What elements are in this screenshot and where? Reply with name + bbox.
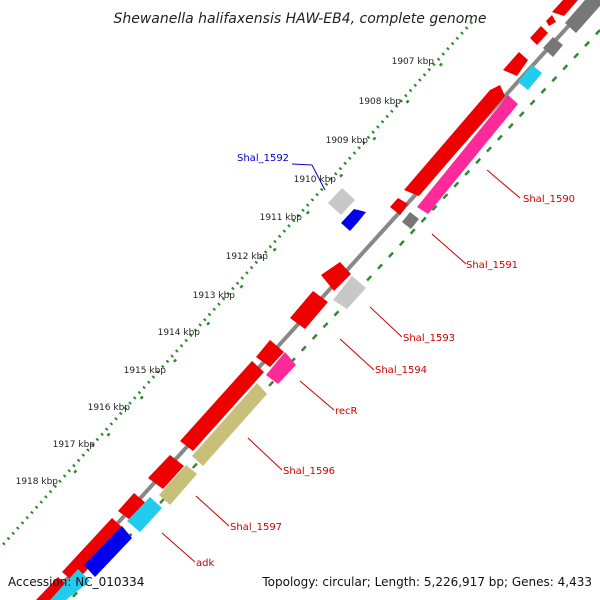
leader-line (299, 380, 335, 411)
gene-feature-shal-1597[interactable] (159, 465, 197, 505)
gene-feature[interactable] (118, 493, 148, 522)
gene-feature-shal-1593[interactable] (321, 262, 351, 291)
tick-mark (405, 99, 410, 104)
tick-mark (272, 247, 277, 252)
gene-label-shal-1596[interactable]: Shal_1596 (283, 466, 335, 477)
gene-label-adk[interactable]: adk (196, 558, 214, 569)
tick-label: 1917 kbp (53, 440, 96, 450)
tick-mark (372, 136, 377, 141)
tick-label: 1910 kbp (294, 175, 337, 185)
gene-feature-shal-1591[interactable] (417, 95, 518, 214)
leader-line (311, 164, 326, 191)
gene-feature[interactable] (148, 455, 184, 489)
tick-label: 1908 kbp (359, 97, 402, 107)
tick-label: 1916 kbp (88, 403, 131, 413)
tick-label: 1912 kbp (226, 252, 269, 262)
leader-line (339, 338, 375, 371)
leader-line (291, 163, 313, 166)
tick-label: 1909 kbp (326, 136, 369, 146)
gene-label-shal-1592[interactable]: Shal_1592 (237, 153, 289, 164)
gene-track-row2 (50, 0, 600, 600)
leader-line (247, 437, 283, 471)
label-leaders (161, 163, 521, 563)
tick-mark (239, 284, 244, 289)
gene-track-row1 (36, 0, 578, 600)
gene-feature[interactable] (50, 569, 90, 600)
tick-mark (206, 321, 211, 326)
gene-feature-recr[interactable] (256, 340, 284, 367)
gene-feature-adk[interactable] (84, 526, 132, 577)
gene-feature-shal-1594[interactable] (290, 291, 328, 329)
gene-feature[interactable] (180, 361, 264, 451)
tick-label: 1918 kbp (16, 477, 59, 487)
accession-text: Accession: NC_010334 (8, 575, 144, 589)
map-title: Shewanella halifaxensis HAW-EB4, complet… (113, 11, 486, 27)
outer-ruler (0, 20, 474, 550)
gene-feature[interactable] (530, 26, 548, 45)
tick-label: 1915 kbp (124, 366, 167, 376)
gene-feature-shal-1592-gray[interactable] (328, 188, 355, 215)
tick-label: 1914 kbp (158, 328, 201, 338)
gene-feature-shal-1596[interactable] (192, 383, 267, 466)
tick-mark (339, 173, 344, 178)
gene-label-shal-1590[interactable]: Shal_1590 (523, 194, 575, 205)
gene-track-outer (328, 188, 366, 231)
topology-text: Topology: circular; Length: 5,226,917 bp… (261, 575, 592, 589)
gene-feature[interactable] (62, 518, 124, 583)
gene-label-shal-1593[interactable]: Shal_1593 (403, 333, 455, 344)
gene-feature[interactable] (36, 577, 70, 600)
tick-mark (438, 62, 443, 67)
gene-feature[interactable] (402, 212, 419, 229)
tick-mark (305, 210, 310, 215)
tick-mark (173, 358, 177, 363)
gene-feature[interactable] (565, 0, 600, 33)
ruler-ticks (73, 62, 443, 474)
gene-feature-shal-1592[interactable] (341, 209, 366, 231)
gene-label-recr[interactable]: recR (335, 406, 358, 417)
gene-label-shal-1597[interactable]: Shal_1597 (230, 522, 282, 533)
tick-mark (106, 432, 111, 437)
ruler-tick-labels: 1907 kbp 1908 kbp 1909 kbp 1910 kbp 1911… (16, 57, 435, 487)
tick-mark (73, 469, 78, 474)
gene-feature-recr-2[interactable] (266, 352, 296, 384)
leader-line (195, 495, 230, 527)
tick-mark (139, 395, 144, 400)
tick-label: 1911 kbp (260, 213, 303, 223)
gene-feature[interactable] (518, 65, 542, 90)
leader-line (161, 532, 196, 563)
gene-feature[interactable] (546, 15, 556, 26)
gene-feature[interactable] (543, 37, 563, 57)
inner-ruler (69, 29, 600, 600)
gene-label-shal-1591[interactable]: Shal_1591 (466, 260, 518, 271)
tick-label: 1913 kbp (193, 291, 236, 301)
gene-feature[interactable] (552, 0, 578, 16)
gene-feature[interactable] (390, 198, 408, 215)
leader-line (369, 306, 403, 338)
tick-label: 1907 kbp (392, 57, 435, 67)
gene-feature[interactable] (127, 497, 162, 532)
gene-feature[interactable] (333, 276, 366, 309)
gene-labels: Shal_1592 Shal_1590 Shal_1591 Shal_1593 … (196, 153, 575, 569)
gene-label-shal-1594[interactable]: Shal_1594 (375, 365, 427, 376)
leader-line (486, 169, 521, 199)
gene-feature-shal-1590[interactable] (404, 85, 505, 196)
leader-line (431, 233, 467, 265)
gene-feature[interactable] (503, 52, 528, 76)
